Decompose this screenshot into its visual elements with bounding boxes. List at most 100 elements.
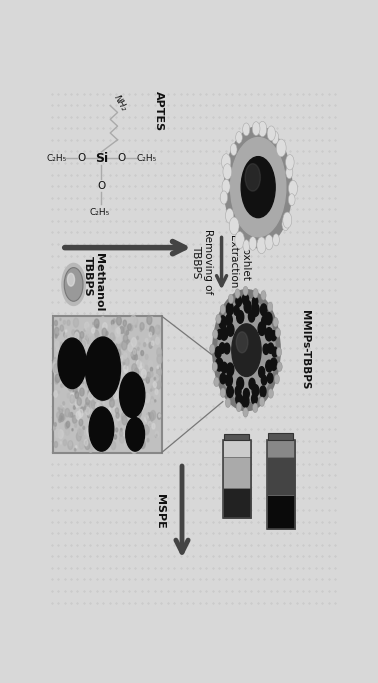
Circle shape xyxy=(59,370,63,376)
Circle shape xyxy=(228,294,234,304)
Circle shape xyxy=(115,367,118,372)
Text: Soxhlet
Extraction: Soxhlet Extraction xyxy=(228,235,250,288)
Circle shape xyxy=(261,375,267,385)
Circle shape xyxy=(70,393,74,402)
Bar xyxy=(223,440,251,518)
Circle shape xyxy=(82,341,85,347)
Circle shape xyxy=(150,410,156,420)
Circle shape xyxy=(86,407,90,415)
Circle shape xyxy=(85,359,88,365)
Circle shape xyxy=(96,324,99,329)
Circle shape xyxy=(235,289,240,298)
Circle shape xyxy=(128,324,131,331)
Circle shape xyxy=(108,357,112,363)
Circle shape xyxy=(74,423,77,428)
Circle shape xyxy=(91,400,94,406)
Circle shape xyxy=(90,445,93,449)
Circle shape xyxy=(58,391,59,393)
Circle shape xyxy=(253,403,258,413)
Circle shape xyxy=(124,422,126,427)
Circle shape xyxy=(273,234,279,246)
Circle shape xyxy=(59,360,63,367)
Circle shape xyxy=(142,388,143,390)
Circle shape xyxy=(149,413,154,421)
Circle shape xyxy=(259,367,265,378)
Circle shape xyxy=(125,376,128,381)
Circle shape xyxy=(135,439,139,447)
Circle shape xyxy=(79,419,83,426)
Circle shape xyxy=(158,332,160,336)
Circle shape xyxy=(62,264,85,305)
Circle shape xyxy=(158,376,159,378)
Circle shape xyxy=(123,378,125,381)
Circle shape xyxy=(84,419,85,421)
Circle shape xyxy=(88,419,92,426)
Circle shape xyxy=(135,324,137,327)
Circle shape xyxy=(118,342,121,346)
Circle shape xyxy=(65,361,68,367)
Bar xyxy=(268,433,293,440)
Circle shape xyxy=(136,375,138,378)
Circle shape xyxy=(60,405,62,408)
Circle shape xyxy=(146,413,151,421)
Circle shape xyxy=(121,428,122,431)
Circle shape xyxy=(283,212,292,228)
Circle shape xyxy=(119,354,124,363)
Circle shape xyxy=(144,426,149,435)
Circle shape xyxy=(133,436,137,444)
Circle shape xyxy=(89,338,90,341)
Circle shape xyxy=(104,437,108,445)
Circle shape xyxy=(65,329,68,335)
Circle shape xyxy=(248,311,255,322)
Circle shape xyxy=(60,404,64,411)
Circle shape xyxy=(149,342,152,348)
Circle shape xyxy=(271,131,279,144)
Circle shape xyxy=(142,348,145,353)
Circle shape xyxy=(127,400,129,403)
Circle shape xyxy=(123,335,128,342)
Circle shape xyxy=(68,386,70,389)
Circle shape xyxy=(75,332,79,339)
Circle shape xyxy=(288,180,297,197)
Circle shape xyxy=(101,389,103,393)
Circle shape xyxy=(141,370,146,378)
Circle shape xyxy=(116,316,121,325)
Circle shape xyxy=(125,443,127,447)
Circle shape xyxy=(80,332,84,338)
Text: MMIPs-TBBPS: MMIPs-TBBPS xyxy=(300,311,310,390)
Circle shape xyxy=(265,235,273,250)
Circle shape xyxy=(76,374,77,376)
Circle shape xyxy=(56,361,60,368)
Circle shape xyxy=(147,316,152,324)
Circle shape xyxy=(101,434,104,440)
Circle shape xyxy=(147,419,150,423)
Circle shape xyxy=(77,378,79,380)
Circle shape xyxy=(124,329,125,331)
Circle shape xyxy=(107,433,111,441)
Circle shape xyxy=(153,382,156,387)
Circle shape xyxy=(119,372,145,417)
Circle shape xyxy=(236,296,242,307)
Circle shape xyxy=(276,139,286,157)
Circle shape xyxy=(102,441,104,445)
Circle shape xyxy=(114,386,115,389)
Circle shape xyxy=(75,391,79,398)
Circle shape xyxy=(91,328,94,333)
Circle shape xyxy=(141,385,145,391)
Circle shape xyxy=(92,376,97,385)
Circle shape xyxy=(111,441,116,449)
Circle shape xyxy=(86,398,90,405)
Circle shape xyxy=(234,305,239,316)
Circle shape xyxy=(81,348,82,351)
Circle shape xyxy=(83,370,85,374)
Circle shape xyxy=(212,362,217,372)
Circle shape xyxy=(113,319,115,322)
Circle shape xyxy=(131,393,135,400)
Circle shape xyxy=(105,437,107,441)
Circle shape xyxy=(79,364,83,372)
Circle shape xyxy=(68,382,73,391)
Text: APTES: APTES xyxy=(153,91,164,131)
Circle shape xyxy=(111,320,114,325)
Circle shape xyxy=(146,321,151,331)
Circle shape xyxy=(88,443,93,452)
